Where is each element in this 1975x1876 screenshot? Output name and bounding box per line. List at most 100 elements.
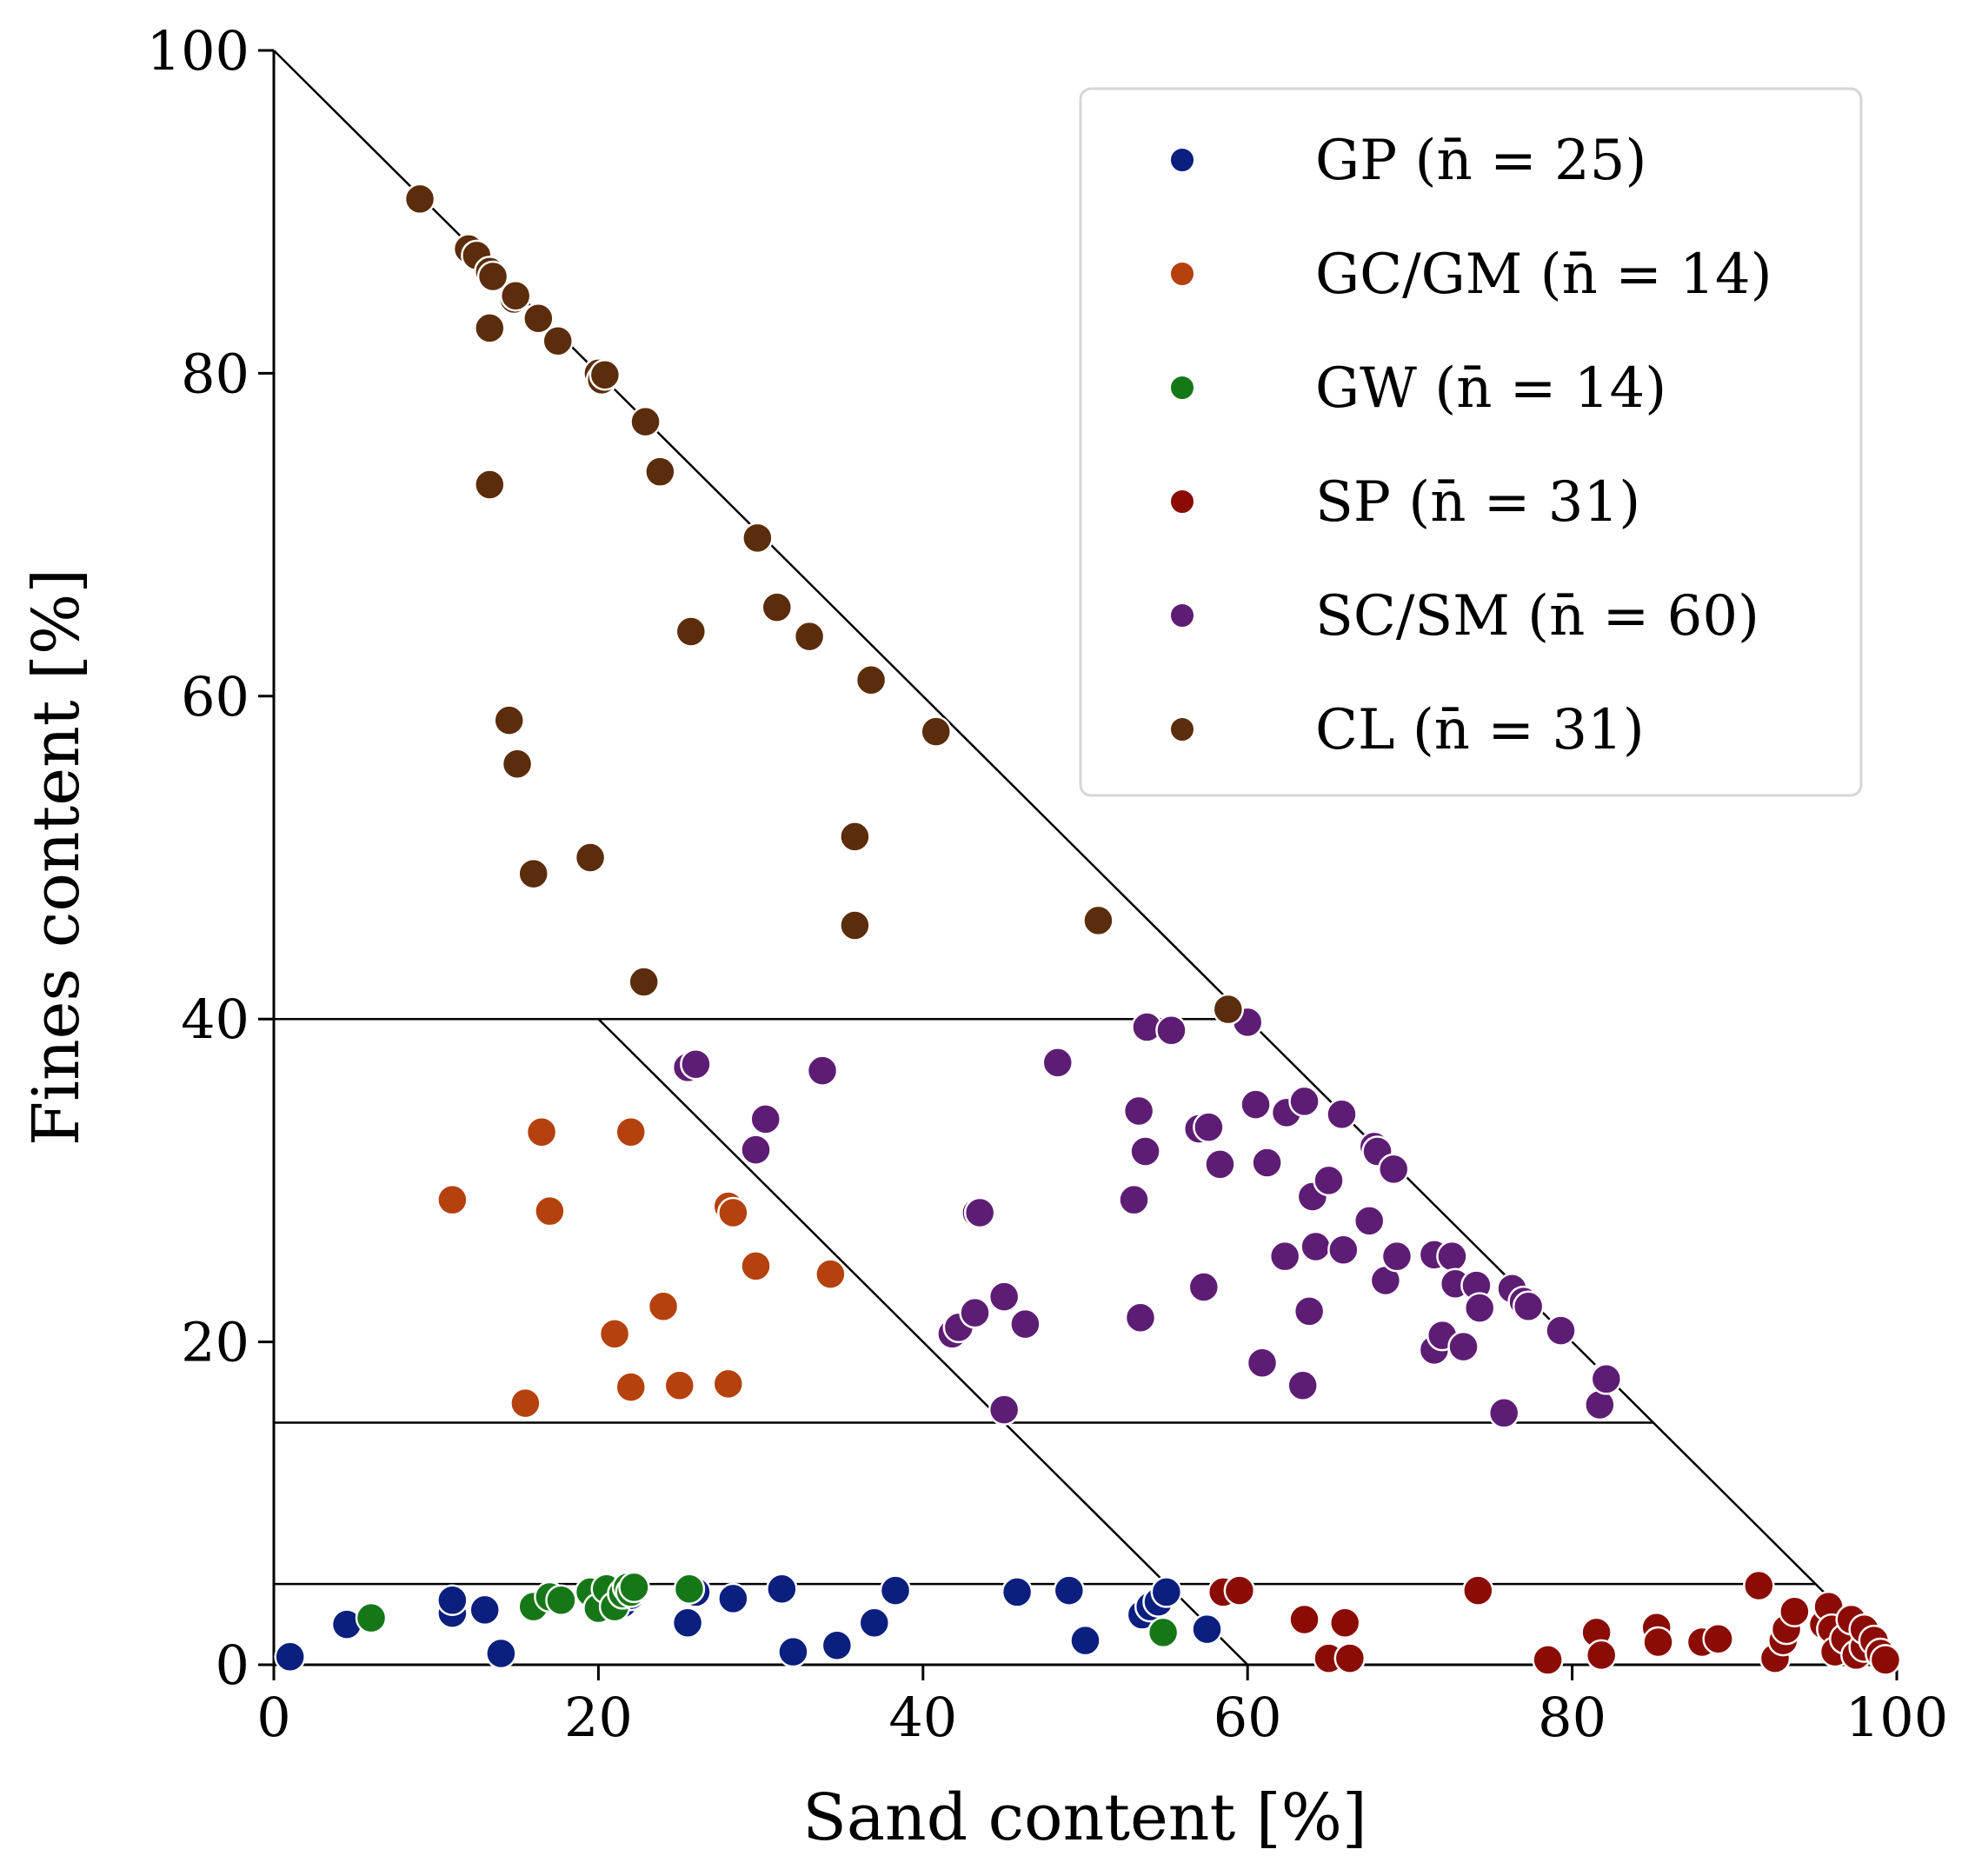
data-point bbox=[1082, 904, 1114, 937]
data-point bbox=[963, 1196, 996, 1229]
data-point bbox=[717, 1582, 749, 1615]
data-point bbox=[1187, 1271, 1220, 1303]
data-point bbox=[574, 842, 607, 874]
data-point bbox=[1129, 1135, 1161, 1168]
legend-items: GP (n̄ = 25) GC/GM (n̄ = 14) GW (n̄ = 14) S… bbox=[1169, 129, 1772, 762]
data-point bbox=[1124, 1301, 1157, 1334]
legend-label: GP (n̄ = 25) bbox=[1315, 129, 1646, 193]
data-point bbox=[1487, 1397, 1520, 1429]
data-point bbox=[1246, 1347, 1279, 1379]
data-point bbox=[436, 1584, 469, 1616]
data-point bbox=[740, 1250, 772, 1282]
data-points bbox=[274, 183, 1902, 1676]
data-point bbox=[1463, 1292, 1496, 1324]
data-point bbox=[1251, 1147, 1283, 1179]
x-tick-label: 0 bbox=[256, 1686, 290, 1749]
data-point bbox=[1293, 1295, 1326, 1327]
data-point bbox=[1001, 1576, 1034, 1608]
data-point bbox=[839, 909, 871, 941]
data-point bbox=[777, 1635, 809, 1668]
data-point bbox=[1191, 1613, 1223, 1646]
data-point bbox=[1288, 1085, 1320, 1118]
y-tick-label: 20 bbox=[181, 1311, 249, 1374]
data-point bbox=[673, 1573, 706, 1605]
legend-label: GW (n̄ = 14) bbox=[1315, 356, 1666, 421]
data-point bbox=[741, 522, 774, 555]
data-point bbox=[1532, 1644, 1564, 1676]
data-point bbox=[1545, 1314, 1577, 1347]
data-point bbox=[436, 1183, 469, 1216]
data-point bbox=[1327, 1234, 1360, 1267]
boundary-line-2 bbox=[597, 1018, 1249, 1666]
data-point bbox=[509, 1387, 542, 1420]
data-point bbox=[499, 280, 532, 312]
data-point bbox=[1204, 1148, 1236, 1181]
data-point bbox=[1436, 1240, 1468, 1273]
data-point bbox=[274, 1640, 306, 1673]
data-point bbox=[493, 704, 525, 736]
data-point bbox=[644, 456, 676, 488]
data-point bbox=[355, 1601, 388, 1634]
data-point bbox=[1147, 1616, 1180, 1649]
data-point bbox=[1590, 1363, 1623, 1395]
data-point bbox=[712, 1367, 745, 1400]
y-ticks: 0 20 40 60 80 100 bbox=[147, 19, 274, 1697]
data-point bbox=[839, 821, 871, 853]
data-point bbox=[959, 1296, 991, 1329]
data-point bbox=[1447, 1330, 1480, 1363]
data-point bbox=[793, 620, 826, 653]
legend-label: GC/GM (n̄ = 14) bbox=[1315, 243, 1772, 307]
data-point bbox=[1287, 1369, 1319, 1401]
data-point bbox=[1300, 1230, 1332, 1263]
data-point bbox=[1009, 1307, 1041, 1340]
data-point bbox=[1380, 1240, 1413, 1273]
legend-marker bbox=[1169, 261, 1195, 287]
series-5 bbox=[403, 183, 1245, 1026]
x-axis-label: Sand content [%] bbox=[802, 1780, 1367, 1855]
data-point bbox=[1326, 1098, 1358, 1131]
data-point bbox=[1512, 1290, 1545, 1322]
data-point bbox=[1584, 1388, 1616, 1421]
x-tick-label: 40 bbox=[888, 1686, 957, 1749]
data-point bbox=[485, 1637, 517, 1670]
data-point bbox=[522, 303, 555, 335]
data-point bbox=[671, 1607, 704, 1639]
data-point bbox=[717, 1196, 749, 1229]
legend-label: SP (n̄ = 31) bbox=[1315, 470, 1640, 535]
legend-marker bbox=[1169, 489, 1195, 515]
data-point bbox=[740, 1134, 772, 1166]
data-point bbox=[474, 469, 506, 501]
data-point bbox=[598, 1318, 631, 1350]
data-point bbox=[858, 1607, 891, 1639]
legend-marker bbox=[1169, 147, 1195, 173]
data-point bbox=[879, 1574, 912, 1607]
data-point bbox=[1869, 1644, 1902, 1676]
data-point bbox=[815, 1258, 847, 1290]
data-point bbox=[542, 325, 574, 357]
data-point bbox=[761, 591, 794, 623]
data-point bbox=[1155, 1014, 1187, 1047]
x-tick-label: 20 bbox=[564, 1686, 633, 1749]
y-tick-label: 0 bbox=[216, 1633, 249, 1697]
data-point bbox=[1069, 1624, 1101, 1657]
data-point bbox=[629, 405, 662, 438]
data-point bbox=[1353, 1205, 1386, 1237]
x-tick-label: 60 bbox=[1214, 1686, 1282, 1749]
data-point bbox=[1118, 1183, 1150, 1216]
data-point bbox=[1223, 1574, 1256, 1607]
data-point bbox=[545, 1584, 577, 1616]
data-point bbox=[749, 1103, 781, 1135]
y-tick-label: 100 bbox=[147, 19, 249, 83]
data-point bbox=[1377, 1153, 1410, 1186]
data-point bbox=[1642, 1626, 1674, 1659]
data-point bbox=[474, 312, 506, 344]
data-point bbox=[1212, 993, 1245, 1026]
data-point bbox=[1041, 1047, 1074, 1079]
data-point bbox=[663, 1369, 695, 1401]
data-point bbox=[855, 663, 888, 696]
legend-marker bbox=[1169, 602, 1195, 629]
data-point bbox=[1193, 1111, 1225, 1143]
data-point bbox=[1053, 1574, 1086, 1607]
data-point bbox=[988, 1281, 1021, 1313]
